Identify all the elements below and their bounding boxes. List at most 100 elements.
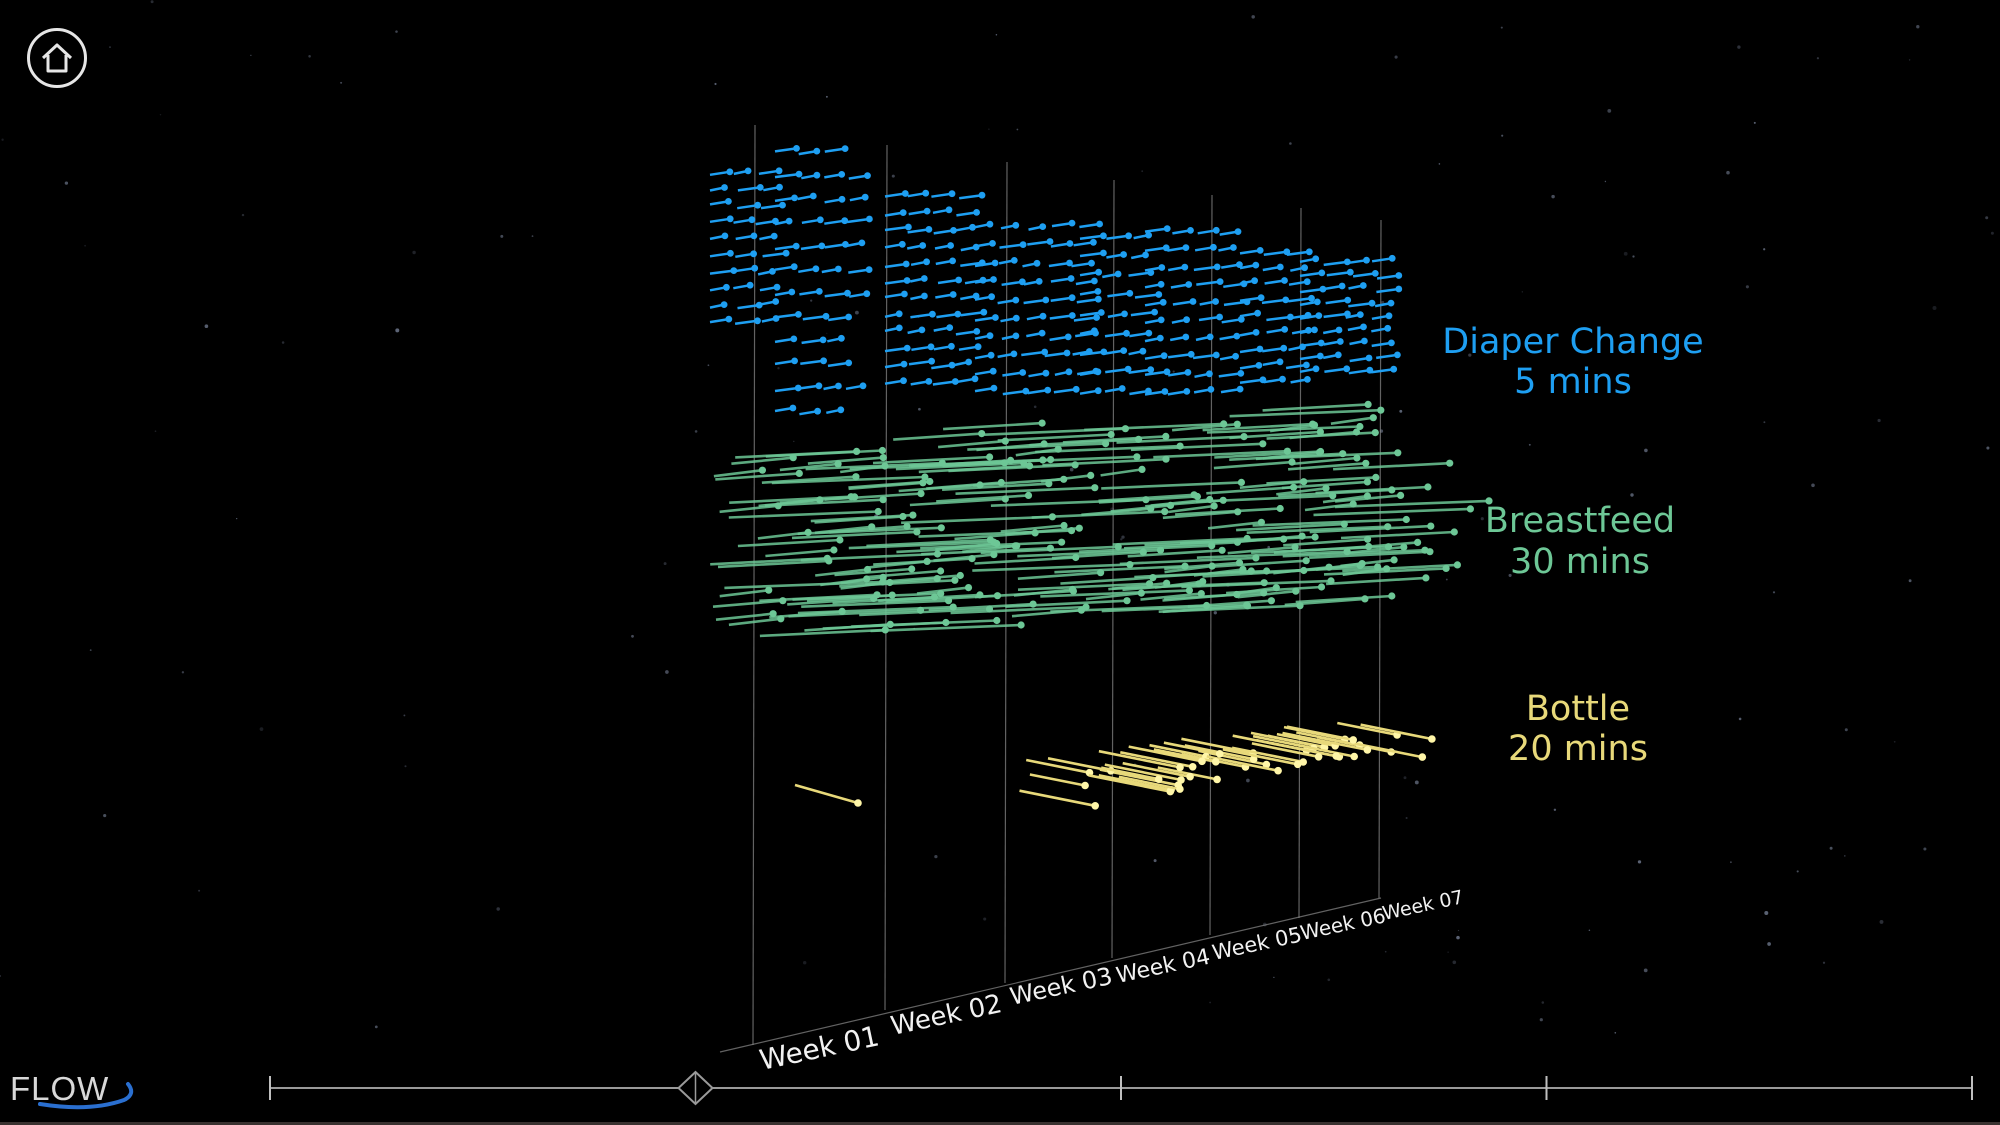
breastfeed-mark bbox=[950, 605, 1087, 615]
star bbox=[1990, 231, 1994, 235]
breastfeed-mark bbox=[1255, 451, 1398, 461]
star bbox=[1457, 929, 1460, 932]
diaper-change-point bbox=[748, 216, 756, 224]
breastfeed-mark bbox=[1040, 589, 1190, 598]
breastfeed-point bbox=[1450, 528, 1458, 536]
star bbox=[1923, 847, 1927, 851]
diaper-change-point bbox=[1184, 369, 1192, 376]
diaper-change-point bbox=[1033, 259, 1041, 267]
diaper-change-point bbox=[1237, 370, 1245, 377]
breastfeed-mark bbox=[771, 475, 925, 485]
diaper-change-mark bbox=[1076, 297, 1099, 304]
diaper-change-mark bbox=[1079, 234, 1104, 241]
star bbox=[1772, 591, 1776, 594]
home-button[interactable] bbox=[27, 28, 87, 88]
diaper-change-mark bbox=[1371, 367, 1394, 374]
diaper-change-point bbox=[791, 194, 798, 202]
breastfeed-point bbox=[1233, 420, 1241, 428]
star bbox=[1726, 170, 1730, 175]
diaper-change-point bbox=[1318, 269, 1326, 277]
star bbox=[988, 128, 990, 130]
diaper-change-point bbox=[1064, 333, 1072, 341]
star bbox=[395, 30, 398, 33]
diaper-change-point bbox=[1142, 251, 1149, 259]
diaper-change-mark bbox=[1073, 316, 1097, 322]
diaper-change-point bbox=[1187, 350, 1195, 358]
diaper-change-mark bbox=[1299, 341, 1322, 348]
diaper-change-point bbox=[1312, 365, 1320, 373]
star bbox=[198, 889, 201, 892]
breastfeed-mark bbox=[807, 456, 884, 465]
diaper-change-point bbox=[1187, 227, 1194, 234]
bottle-mark bbox=[1276, 732, 1336, 748]
breastfeed-mark bbox=[909, 497, 1006, 507]
diaper-change-mark bbox=[1325, 298, 1348, 305]
diaper-change-point bbox=[790, 335, 798, 343]
breastfeed-point bbox=[1060, 521, 1068, 530]
diaper-change-point bbox=[1068, 294, 1076, 302]
timeline-scrubber[interactable] bbox=[0, 1070, 2000, 1110]
diaper-change-mark bbox=[1239, 249, 1261, 255]
breastfeed-mark bbox=[1167, 504, 1215, 514]
diaper-change-point bbox=[816, 216, 824, 224]
breastfeed-mark bbox=[1345, 545, 1404, 555]
diaper-change-point bbox=[723, 283, 730, 291]
star bbox=[983, 917, 987, 921]
breastfeed-point bbox=[986, 536, 995, 544]
breastfeed-mark bbox=[728, 510, 879, 519]
breastfeed-mark bbox=[1062, 435, 1166, 444]
diaper-change-point bbox=[1124, 365, 1132, 373]
star bbox=[665, 670, 669, 674]
star bbox=[1528, 443, 1531, 446]
diaper-change-point bbox=[1041, 348, 1049, 356]
diaper-change-point bbox=[861, 193, 869, 201]
breastfeed-point bbox=[1123, 597, 1131, 605]
star bbox=[1541, 1001, 1545, 1004]
breastfeed-mark bbox=[834, 567, 912, 577]
diaper-change-point bbox=[978, 191, 986, 199]
star bbox=[404, 765, 407, 768]
flow-logo: FLOW bbox=[10, 1064, 140, 1114]
star bbox=[1738, 717, 1742, 721]
star bbox=[259, 727, 264, 731]
diaper-change-point bbox=[1371, 270, 1379, 277]
diaper-change-point bbox=[1010, 257, 1018, 264]
diaper-change-mark bbox=[1299, 354, 1321, 361]
breastfeed-point bbox=[1060, 475, 1068, 483]
breastfeed-point bbox=[1356, 422, 1364, 431]
breastfeed-point bbox=[1048, 513, 1056, 521]
diaper-change-point bbox=[1163, 225, 1171, 233]
star bbox=[1673, 351, 1676, 354]
star bbox=[1, 138, 4, 141]
diaper-change-mark bbox=[884, 262, 907, 269]
diaper-change-point bbox=[1315, 312, 1323, 319]
breastfeed-mark bbox=[1005, 599, 1128, 608]
diaper-change-point bbox=[1126, 289, 1134, 297]
breastfeed-mark bbox=[1229, 408, 1381, 418]
diaper-change-mark bbox=[1223, 300, 1248, 307]
star bbox=[1764, 911, 1769, 915]
breastfeed-point bbox=[1311, 533, 1319, 541]
diaper-change-point bbox=[1334, 351, 1342, 359]
breastfeed-mark bbox=[792, 592, 941, 601]
star bbox=[1588, 929, 1591, 931]
breastfeed-point bbox=[1394, 449, 1402, 457]
breastfeed-point bbox=[1024, 491, 1033, 499]
breastfeed-mark bbox=[805, 461, 943, 471]
diaper-change-mark bbox=[709, 269, 734, 275]
breastfeed-point bbox=[919, 479, 927, 487]
diaper-change-mark bbox=[908, 359, 932, 366]
diaper-change-point bbox=[1121, 310, 1128, 318]
breastfeed-mark bbox=[1252, 518, 1407, 527]
breastfeed-point bbox=[1235, 559, 1244, 567]
week-gridline bbox=[752, 124, 756, 1046]
breastfeed-point bbox=[1309, 420, 1317, 428]
diaper-change-point bbox=[1010, 350, 1018, 358]
diaper-change-mark bbox=[774, 147, 797, 153]
diaper-change-mark bbox=[800, 359, 824, 366]
breastfeed-point bbox=[1402, 515, 1410, 524]
diaper-change-point bbox=[1189, 298, 1197, 305]
diaper-change-point bbox=[1301, 264, 1308, 272]
bottle-mark bbox=[1231, 746, 1304, 764]
star bbox=[1893, 740, 1896, 743]
